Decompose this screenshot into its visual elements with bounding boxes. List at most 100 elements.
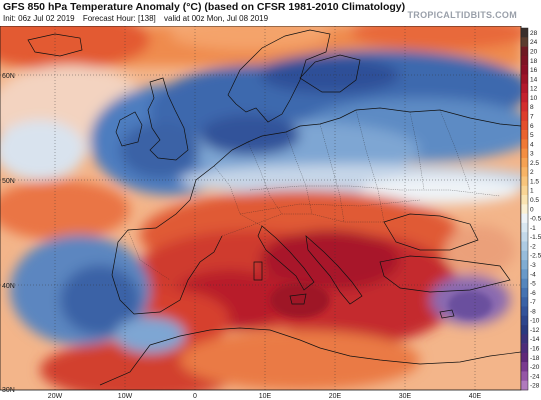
- colorbar-label: -3: [530, 262, 536, 269]
- colorbar-swatch: [521, 92, 528, 103]
- init-time: Init: 06z Jul 02 2019: [3, 14, 75, 23]
- colorbar-swatch: [521, 287, 528, 298]
- colorbar-label: -4: [530, 271, 536, 278]
- colorbar-label: 14: [530, 76, 538, 83]
- colorbar-swatch: [521, 250, 528, 261]
- colorbar-label: 0: [530, 206, 534, 213]
- colorbar-swatch: [521, 343, 528, 354]
- lat-label: 50N: [2, 178, 15, 185]
- lon-label: 20W: [48, 393, 63, 400]
- lon-label: 20E: [329, 393, 342, 400]
- lon-label: 10W: [118, 393, 133, 400]
- colorbar-label: -10: [530, 318, 540, 325]
- colorbar-swatch: [521, 241, 528, 252]
- colorbar: 28 24 20 18 16 14 12 10 8 7 6 5 4 3 2.5 2 1.5 1 0.5 0 -0.5 -1…: [520, 27, 541, 391]
- colorbar-swatch: [521, 37, 528, 47]
- colorbar-label: 28: [530, 30, 538, 37]
- colorbar-label: 4: [530, 141, 534, 148]
- colorbar-label: -7: [530, 299, 536, 306]
- colorbar-swatch: [521, 315, 528, 326]
- valid-time: valid at 00z Mon, Jul 08 2019: [164, 14, 269, 23]
- colorbar-swatch: [521, 325, 528, 335]
- colorbar-label: 7: [530, 113, 534, 120]
- colorbar-swatch: [521, 213, 528, 224]
- anomaly-field: [0, 26, 521, 390]
- colorbar-swatch: [521, 102, 528, 112]
- colorbar-swatch: [521, 120, 528, 131]
- colorbar-swatch: [521, 260, 528, 270]
- colorbar-label: 0.5: [530, 197, 539, 204]
- colorbar-swatch: [521, 55, 528, 66]
- colorbar-label: -24: [530, 373, 540, 380]
- colorbar-label: 20: [530, 49, 538, 56]
- colorbar-swatch: [521, 139, 528, 149]
- colorbar-label: 2: [530, 169, 534, 176]
- colorbar-swatch: [521, 380, 528, 391]
- colorbar-label: 5: [530, 132, 534, 139]
- header: GFS 850 hPa Temperature Anomaly (°C) (ba…: [0, 0, 541, 26]
- brand-logo: TROPICALTIDBITS.COM: [407, 10, 517, 20]
- colorbar-swatch: [521, 306, 528, 317]
- colorbar-swatch: [521, 278, 528, 289]
- colorbar-swatch: [521, 371, 528, 382]
- colorbar-swatch: [521, 204, 528, 214]
- forecast-hour: Forecast Hour: [138]: [82, 14, 156, 23]
- colorbar-swatch: [521, 334, 528, 344]
- colorbar-label: -18: [530, 355, 540, 362]
- colorbar-label: -2.5: [530, 253, 541, 260]
- colorbar-swatch: [521, 185, 528, 196]
- lon-label: 0: [193, 393, 197, 400]
- colorbar-label: -12: [530, 327, 540, 334]
- colorbar-label: -6: [530, 290, 536, 297]
- colorbar-label: -0.5: [530, 216, 541, 223]
- lat-label: 30N: [2, 387, 15, 394]
- colorbar-swatch: [521, 195, 528, 205]
- colorbar-label: 18: [530, 58, 538, 65]
- lon-label: 10E: [259, 393, 272, 400]
- colorbar-swatch: [521, 148, 528, 159]
- colorbar-label: 16: [530, 67, 538, 74]
- colorbar-label: 6: [530, 123, 534, 130]
- map-title: GFS 850 hPa Temperature Anomaly (°C) (ba…: [3, 1, 406, 13]
- colorbar-label: 1.5: [530, 178, 539, 185]
- subtitle: Init: 06z Jul 02 2019 Forecast Hour: [13…: [3, 14, 274, 23]
- colorbar-label: 2.5: [530, 160, 539, 167]
- colorbar-label: -5: [530, 281, 536, 288]
- colorbar-swatch: [521, 65, 528, 75]
- longitude-labels: 20W 10W 0 10E 20E 30E 40E: [48, 393, 482, 400]
- colorbar-swatch: [521, 111, 528, 122]
- colorbar-swatch: [521, 352, 528, 363]
- colorbar-swatch: [521, 46, 528, 57]
- lat-label: 60N: [2, 73, 15, 80]
- colorbar-label: -16: [530, 346, 540, 353]
- colorbar-swatch: [521, 167, 528, 177]
- lat-label: 40N: [2, 283, 15, 290]
- colorbar-label: -1: [530, 225, 536, 232]
- colorbar-label: 12: [530, 86, 538, 93]
- colorbar-swatch: [521, 297, 528, 307]
- lon-label: 40E: [469, 393, 482, 400]
- colorbar-swatch: [521, 83, 528, 94]
- colorbar-label: -20: [530, 364, 540, 371]
- colorbar-label: 3: [530, 151, 534, 158]
- colorbar-swatch: [521, 28, 528, 38]
- colorbar-label: -28: [530, 383, 540, 390]
- colorbar-swatch: [521, 74, 528, 84]
- colorbar-swatch: [521, 222, 528, 233]
- colorbar-label: 10: [530, 95, 538, 102]
- colorbar-swatch: [521, 232, 528, 242]
- colorbar-label: -2: [530, 243, 536, 250]
- colorbar-frame: [520, 27, 529, 391]
- colorbar-swatch: [521, 362, 528, 372]
- colorbar-swatch: [521, 269, 528, 279]
- colorbar-label: -1.5: [530, 234, 541, 241]
- colorbar-swatch: [521, 130, 528, 140]
- lon-label: 30E: [399, 393, 412, 400]
- colorbar-swatch: [521, 176, 528, 187]
- colorbar-label: 24: [530, 39, 538, 46]
- colorbar-label: 1: [530, 188, 534, 195]
- coastlines: [27, 29, 521, 386]
- borders: [127, 109, 501, 281]
- colorbar-label: 8: [530, 104, 534, 111]
